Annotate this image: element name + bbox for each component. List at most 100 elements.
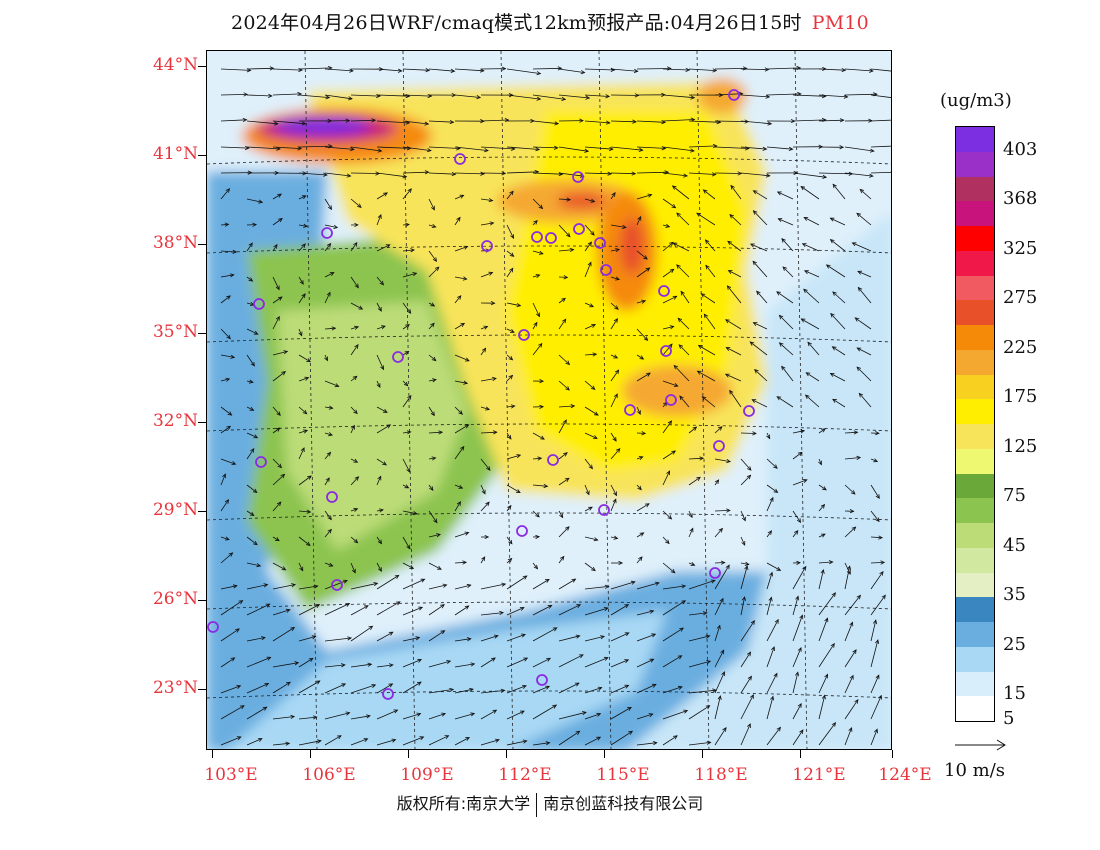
wind-arrow-head <box>874 639 880 644</box>
wind-arrow <box>610 146 643 151</box>
wind-arrow-head <box>515 489 521 494</box>
wind-arrow-head <box>303 429 309 434</box>
wind-arrow <box>376 380 381 388</box>
wind-arrow-head <box>326 291 331 297</box>
wind-arrow <box>532 657 551 668</box>
wind-arrow-head <box>363 738 369 742</box>
wind-arrow <box>766 597 772 616</box>
wind-arrow-head <box>557 66 563 71</box>
wind-arrow <box>677 318 690 330</box>
wind-arrow-head <box>665 223 671 228</box>
wind-arrow <box>584 458 593 469</box>
wind-arrow-head <box>351 568 356 574</box>
wind-arrow-head <box>416 712 422 717</box>
wind-arrow-head <box>873 458 879 463</box>
lat-label-32: 32°N <box>152 411 198 431</box>
wind-arrow-head <box>800 429 806 434</box>
wind-arrow-head <box>776 291 781 296</box>
colorbar-swatch <box>956 424 994 449</box>
wind-arrow <box>610 276 620 280</box>
wind-arrow-head <box>522 739 528 744</box>
lat-label-41: 41°N <box>152 144 198 164</box>
wind-arrow <box>220 552 233 564</box>
wind-arrow-head <box>776 191 782 196</box>
wind-arrow-head <box>624 684 630 689</box>
wind-arrow <box>506 354 513 361</box>
wind-arrow <box>220 328 231 339</box>
wind-arrow-head <box>717 426 723 431</box>
wind-arrow-head <box>406 146 412 151</box>
wind-arrow <box>662 94 695 99</box>
wind-vectors <box>220 65 891 746</box>
wind-arrow-head <box>605 94 611 99</box>
wind-arrow <box>740 565 748 590</box>
wind-arrow <box>680 291 690 304</box>
wind-arrow-head <box>290 626 296 632</box>
wind-arrow <box>870 595 886 616</box>
wind-arrow-head <box>280 473 286 479</box>
wind-arrow-head <box>705 705 711 710</box>
wind-arrow <box>792 729 804 746</box>
wind-arrow-head <box>538 250 544 255</box>
wind-arrow-head <box>416 681 422 686</box>
wind-arrow <box>870 562 885 564</box>
wind-arrow-head <box>417 658 423 663</box>
wind-arrow-head <box>357 203 362 208</box>
wind-arrow <box>584 146 613 150</box>
wind-arrow-head <box>564 477 570 482</box>
wind-arrow <box>428 689 454 694</box>
wind-arrow-head <box>651 683 657 688</box>
wind-arrow-head <box>560 555 565 561</box>
longitude-gridline <box>402 51 416 749</box>
city-marker <box>326 491 338 503</box>
wind-arrow <box>532 742 550 746</box>
wind-arrow-head <box>613 491 617 497</box>
wind-arrow-head <box>327 528 332 534</box>
wind-arrow <box>246 67 274 70</box>
lat-tick <box>198 155 206 156</box>
wind-arrow-head <box>613 354 619 359</box>
wind-arrow-head <box>427 93 433 99</box>
wind-arrow <box>298 145 333 148</box>
wind-arrow <box>776 396 794 408</box>
colorbar-swatch <box>956 399 994 424</box>
lon-tick <box>408 750 409 758</box>
wind-arrow-head <box>820 569 825 574</box>
city-marker <box>321 227 333 239</box>
wind-arrow-head <box>771 646 775 652</box>
wind-arrow <box>220 68 251 71</box>
wind-arrow <box>558 172 584 177</box>
wind-arrow-head <box>383 192 388 197</box>
wind-arrow <box>272 662 299 668</box>
wind-arrow <box>610 499 617 512</box>
wind-arrow <box>662 735 678 746</box>
wind-arrow <box>558 354 570 365</box>
wind-arrow <box>714 727 727 746</box>
wind-arrow <box>662 326 674 330</box>
colorbar-swatch <box>956 325 994 350</box>
wind-arrow-head <box>341 683 347 688</box>
lat-tick <box>198 422 206 423</box>
wind-arrow-head <box>746 474 752 480</box>
wind-arrow-head <box>353 507 359 512</box>
wind-arrow <box>324 510 332 520</box>
sea-region <box>628 212 891 749</box>
wind-arrow <box>220 473 226 486</box>
wind-arrow <box>662 420 672 434</box>
wind-arrow-head <box>857 286 863 292</box>
wind-arrow-head <box>377 475 382 481</box>
wind-arrow <box>324 580 348 590</box>
lon-tick <box>506 750 507 758</box>
wind-arrow <box>532 432 545 440</box>
wind-arrow <box>454 354 470 362</box>
wind-arrow-head <box>624 632 630 637</box>
wind-arrow <box>454 663 475 668</box>
wind-arrow-head <box>456 501 461 506</box>
copyright-left: 版权所有:南京大学 <box>396 794 531 813</box>
wind-arrow-head <box>850 490 856 495</box>
wind-arrow <box>792 566 807 590</box>
wind-arrow-head <box>311 635 317 640</box>
wind-arrow-head <box>605 120 611 125</box>
wind-arrow-head <box>263 583 269 588</box>
wind-arrow-head <box>379 508 384 513</box>
